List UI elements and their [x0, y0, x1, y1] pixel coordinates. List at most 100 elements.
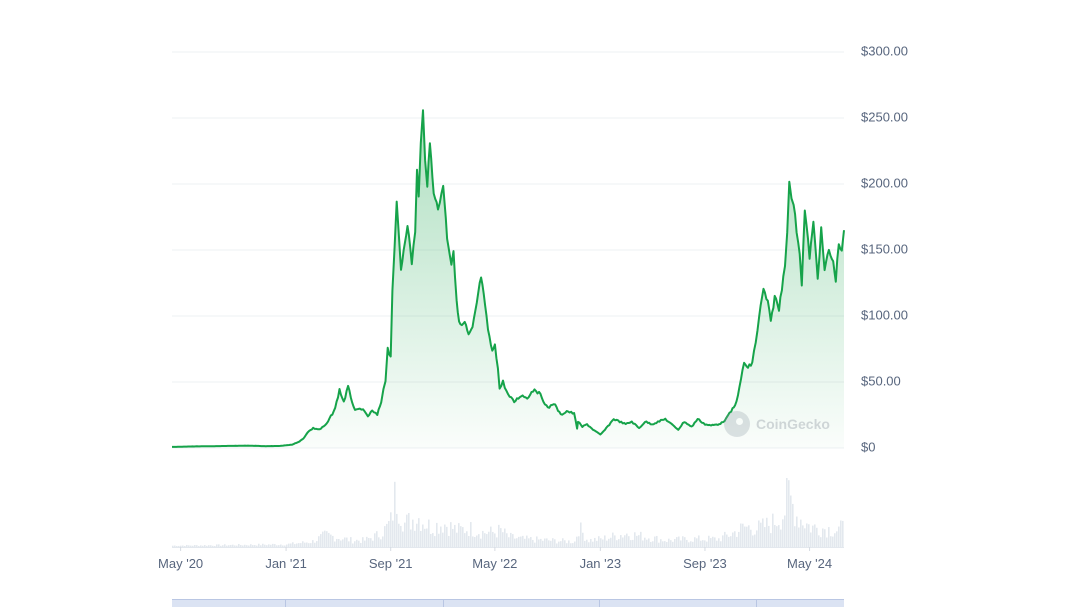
y-axis: $0 $50.00 $100.00 $150.00 $200.00 $250.00 $300… — [861, 43, 908, 454]
volume-bar — [370, 538, 372, 547]
volume-bar — [548, 540, 550, 547]
volume-bar — [410, 529, 412, 547]
volume-bar — [510, 532, 512, 547]
volume-bar — [624, 535, 626, 547]
volume-bar — [636, 535, 638, 547]
volume-bar — [626, 533, 628, 547]
volume-bar — [736, 536, 738, 547]
volume-bar — [232, 544, 234, 547]
volume-bar — [336, 538, 338, 547]
volume-bar — [806, 523, 808, 547]
volume-bar — [794, 526, 796, 547]
volume-bar — [552, 538, 554, 547]
volume-bar — [814, 524, 816, 547]
volume-bar — [832, 536, 834, 547]
volume-bar — [258, 543, 260, 547]
volume-bar — [610, 537, 612, 547]
volume-bar — [216, 544, 218, 547]
grid-lines — [172, 51, 844, 548]
volume-bar — [402, 531, 404, 547]
y-tick-label: $250.00 — [861, 109, 908, 124]
volume-bar — [278, 545, 280, 547]
volume-bar — [378, 537, 380, 547]
volume-bar — [508, 537, 510, 547]
volume-bar — [186, 544, 188, 547]
volume-bar — [688, 542, 690, 547]
volume-bar — [418, 518, 420, 547]
volume-bar — [230, 544, 232, 547]
volume-bar — [680, 540, 682, 547]
x-tick-label: Jan '21 — [265, 556, 307, 571]
volume-bar — [650, 541, 652, 547]
volume-bar — [582, 532, 584, 547]
volume-bar — [488, 531, 490, 547]
price-area — [172, 110, 844, 449]
volume-bar — [802, 525, 804, 547]
volume-bar — [482, 530, 484, 547]
volume-bar — [520, 536, 522, 547]
volume-bar — [386, 523, 388, 547]
price-line — [172, 109, 845, 448]
volume-bar — [314, 542, 316, 547]
volume-bar — [598, 536, 600, 547]
volume-bar — [460, 526, 462, 547]
volume-bar — [578, 536, 580, 547]
volume-bar — [734, 531, 736, 547]
volume-bar — [704, 540, 706, 547]
volume-bar — [334, 541, 336, 547]
volume-bar — [316, 541, 318, 547]
volume-bar — [354, 541, 356, 547]
volume-bar — [562, 538, 564, 547]
volume-bar — [816, 527, 818, 547]
y-tick-label: $50.00 — [861, 373, 901, 388]
volume-bar — [404, 522, 406, 547]
volume-bar — [606, 540, 608, 547]
volume-bar — [324, 530, 326, 547]
volume-bar — [514, 538, 516, 547]
volume-bar — [524, 538, 526, 547]
volume-bar — [374, 533, 376, 547]
volume-bar — [658, 542, 660, 547]
volume-bar — [648, 538, 650, 547]
x-tick-label: Sep '21 — [369, 556, 413, 571]
volume-bar — [546, 538, 548, 547]
volume-bar — [660, 539, 662, 547]
volume-bar — [400, 525, 402, 547]
volume-bar — [526, 535, 528, 547]
volume-bar — [188, 545, 190, 547]
volume-bar — [246, 545, 248, 547]
range-navigator[interactable] — [172, 599, 844, 607]
volume-bar — [248, 545, 250, 547]
volume-bar — [698, 535, 700, 547]
volume-bar — [422, 524, 424, 547]
volume-bar — [516, 538, 518, 547]
y-tick-label: $200.00 — [861, 175, 908, 190]
x-tick-label: May '24 — [787, 556, 832, 571]
volume-bar — [720, 541, 722, 547]
volume-bar — [214, 545, 216, 547]
volume-bar — [384, 526, 386, 547]
volume-bar — [782, 519, 784, 547]
volume-bar — [770, 533, 772, 547]
volume-bar — [820, 537, 822, 547]
volume-bar — [724, 531, 726, 547]
volume-bar — [200, 545, 202, 547]
volume-bar — [576, 536, 578, 547]
volume-bar — [528, 538, 530, 547]
volume-bar — [756, 530, 758, 547]
volume-bar — [644, 537, 646, 547]
volume-bar — [700, 540, 702, 547]
volume-bar — [348, 541, 350, 547]
volume-bar — [228, 545, 230, 547]
volume-bar — [196, 545, 198, 547]
volume-bar — [356, 539, 358, 547]
volume-bar — [240, 545, 242, 547]
volume-bar — [222, 545, 224, 547]
x-tick-label: Sep '23 — [683, 556, 727, 571]
volume-bar — [710, 538, 712, 547]
volume-bar — [306, 542, 308, 547]
volume-bar — [284, 545, 286, 547]
volume-bar — [412, 519, 414, 547]
volume-bar — [666, 542, 668, 547]
